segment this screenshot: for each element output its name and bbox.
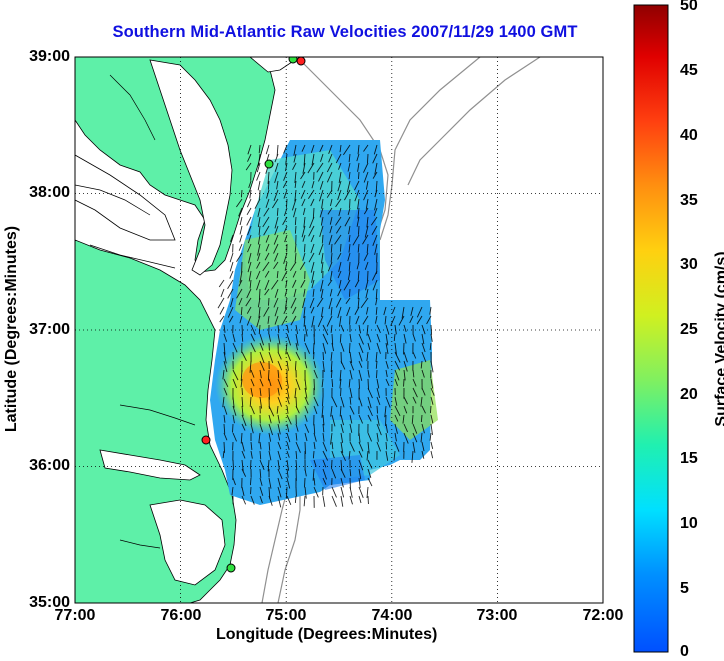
velocity-vector	[277, 208, 278, 216]
velocity-vector	[358, 226, 359, 235]
colorbar	[634, 5, 668, 652]
colorbar-tick: 15	[680, 450, 698, 468]
x-tick: 74:00	[357, 607, 427, 625]
velocity-vector	[349, 289, 350, 297]
velocity-vector	[304, 244, 305, 252]
velocity-vector	[331, 370, 332, 378]
velocity-vector	[233, 460, 234, 470]
station-marker-north	[297, 57, 305, 65]
velocity-vector	[268, 370, 269, 381]
velocity-vector	[295, 361, 296, 370]
colorbar-tick: 35	[680, 192, 698, 210]
velocity-vector	[376, 370, 377, 378]
velocity-vector	[241, 190, 242, 197]
velocity-vector	[313, 451, 314, 458]
colorbar-label: Surface Velocity (cm/s)	[713, 239, 724, 439]
velocity-vector	[323, 352, 324, 360]
y-axis-label: Latitude (Degrees:Minutes)	[3, 219, 21, 439]
velocity-vector	[340, 388, 341, 396]
colorbar-tick: 20	[680, 386, 698, 404]
velocity-vector	[286, 199, 287, 208]
velocity-vector	[340, 244, 341, 252]
colorbar-tick: 5	[680, 580, 689, 598]
velocity-vector	[421, 415, 422, 422]
colorbar-tick: 50	[680, 0, 698, 15]
y-tick: 36:00	[10, 457, 70, 475]
velocity-vector	[250, 478, 251, 485]
station-marker-hatteras	[227, 564, 235, 572]
x-tick: 77:00	[40, 607, 110, 625]
colorbar-tick: 45	[680, 62, 698, 80]
velocity-vector	[268, 298, 269, 306]
x-tick: 76:00	[146, 607, 216, 625]
velocity-vector	[233, 352, 234, 359]
colorbar-tick: 10	[680, 515, 698, 533]
velocity-vector	[268, 181, 269, 190]
colorbar-tick: 0	[680, 643, 689, 661]
velocity-vector	[430, 406, 431, 413]
y-tick: 38:00	[10, 184, 70, 202]
colorbar-tick: 40	[680, 127, 698, 145]
station-marker-delmarva	[265, 160, 273, 168]
y-tick: 39:00	[10, 48, 70, 66]
colorbar-tick: 30	[680, 256, 698, 274]
velocity-vector	[367, 154, 368, 163]
velocity-vector	[242, 388, 243, 395]
station-marker-virginia	[202, 436, 210, 444]
velocity-vector	[386, 442, 387, 450]
velocity-vector	[304, 478, 305, 487]
colorbar-tick: 25	[680, 321, 698, 339]
velocity-vector	[295, 226, 296, 234]
velocity-vector	[349, 343, 350, 353]
x-tick: 72:00	[568, 607, 638, 625]
x-axis-label: Longitude (Degrees:Minutes)	[216, 626, 437, 644]
velocity-vector	[377, 406, 378, 414]
velocity-vector	[358, 172, 359, 179]
x-tick: 75:00	[251, 607, 321, 625]
x-tick: 73:00	[462, 607, 532, 625]
velocity-vector	[295, 496, 296, 503]
station-marker-north-green	[289, 55, 297, 63]
velocity-vector	[304, 334, 305, 342]
